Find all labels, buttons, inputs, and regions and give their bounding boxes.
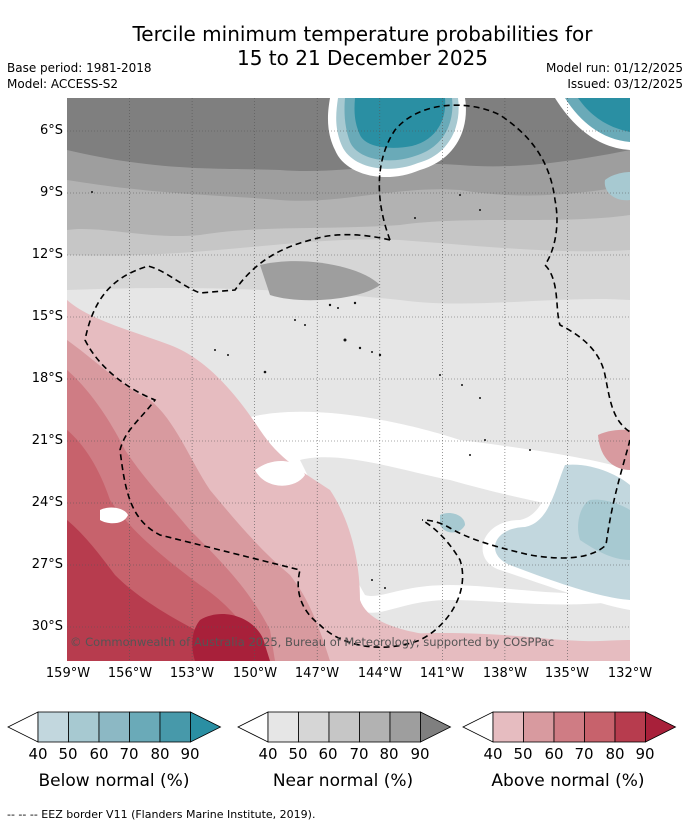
legend-tick: 80	[150, 745, 170, 763]
colorbar-below	[7, 711, 222, 743]
title-line-2: 15 to 21 December 2025	[236, 46, 488, 70]
legend-tick: 40	[28, 745, 48, 763]
colorbar-below-swatch	[37, 711, 69, 743]
colorbar-above-extend-low	[462, 711, 494, 743]
colorbar-near-swatch	[359, 711, 391, 743]
lon-label: 150°W	[232, 666, 278, 681]
map-title: Tercile minimum temperature probabilitie…	[0, 22, 690, 70]
islands	[91, 191, 531, 589]
legend-tick: 70	[574, 745, 594, 763]
lat-label: 18°S	[31, 371, 63, 386]
lon-label: 147°W	[294, 666, 340, 681]
lat-label: 27°S	[31, 557, 63, 572]
lon-label: 138°W	[482, 666, 528, 681]
field-above-80	[67, 520, 230, 661]
legend-tick: 80	[605, 745, 625, 763]
legend-tick: 80	[379, 745, 399, 763]
colorbar-above-swatch	[553, 711, 585, 743]
colorbar-below-swatch	[68, 711, 100, 743]
legend-tick: 40	[483, 745, 503, 763]
colorbar-below-swatch	[98, 711, 130, 743]
lon-label: 153°W	[169, 666, 215, 681]
legend-tick: 70	[119, 745, 139, 763]
legend-tick: 50	[513, 745, 533, 763]
colorbar-above-extend-high	[645, 711, 677, 743]
colorbar-above	[462, 711, 677, 743]
field-below-50-patch	[440, 513, 465, 533]
meta-right: Model run: 01/12/2025 Issued: 03/12/2025	[546, 60, 683, 92]
eez-footnote: -- -- -- EEZ border V11 (Flanders Marine…	[7, 808, 316, 821]
issued-date: Issued: 03/12/2025	[567, 77, 683, 91]
legend-tick: 90	[635, 745, 655, 763]
eez-border-west	[84, 233, 464, 648]
legend-tick: 60	[318, 745, 338, 763]
colorbar-below-swatch	[159, 711, 191, 743]
meta-left: Base period: 1981-2018 Model: ACCESS-S2	[7, 60, 152, 92]
field-below-90-ne	[578, 98, 630, 132]
field-below-40-se	[494, 464, 630, 600]
lon-label: 156°W	[107, 666, 153, 681]
legend-tick: 60	[89, 745, 109, 763]
colorbar-below-extend-high	[190, 711, 222, 743]
field-white-sw	[100, 507, 128, 524]
lat-label: 24°S	[31, 495, 63, 510]
lat-label: 9°S	[39, 185, 63, 200]
field-above-90	[192, 614, 270, 661]
legend-above-label: Above normal (%)	[491, 771, 645, 791]
eez-borders	[84, 104, 630, 648]
eez-border-east	[378, 104, 630, 433]
lon-label: 135°W	[544, 666, 590, 681]
field-near-80-patch	[260, 261, 380, 301]
legend-tick: 40	[258, 745, 278, 763]
legend-below-label: Below normal (%)	[38, 771, 190, 791]
lon-label: 132°W	[607, 666, 653, 681]
lat-label: 30°S	[31, 619, 63, 634]
legend-tick: 50	[58, 745, 78, 763]
lat-label: 21°S	[31, 433, 63, 448]
field-white-mid	[255, 460, 305, 486]
colorbar-near	[237, 711, 452, 743]
colorbar-above-swatch	[492, 711, 524, 743]
field-above-50-east	[598, 429, 630, 470]
legend-tick: 90	[410, 745, 430, 763]
legend-tick: 70	[349, 745, 369, 763]
model-run: Model run: 01/12/2025	[545, 61, 683, 75]
colorbar-near-extend-high	[420, 711, 452, 743]
colorbar-above-swatch	[523, 711, 555, 743]
field-above-40-south	[365, 633, 630, 661]
field-below-50-se	[578, 499, 630, 560]
model-name: Model: ACCESS-S2	[7, 77, 119, 91]
lat-label: 6°S	[39, 123, 63, 138]
eez-border-south	[421, 439, 630, 559]
graticule	[67, 98, 630, 661]
lat-label: 15°S	[31, 309, 63, 324]
colorbar-near-swatch	[389, 711, 421, 743]
colorbar-above-swatch	[614, 711, 646, 743]
field-below-50-east	[604, 172, 630, 201]
colorbar-above-swatch	[584, 711, 616, 743]
colorbar-near-extend-low	[237, 711, 269, 743]
legend-tick: 50	[288, 745, 308, 763]
base-period: Base period: 1981-2018	[7, 61, 152, 75]
field-below-90-north	[354, 98, 446, 148]
lon-label: 141°W	[419, 666, 465, 681]
colorbar-below-swatch	[129, 711, 161, 743]
colorbar-below-extend-low	[7, 711, 39, 743]
probability-field: © Commonwealth of Australia 2025, Bureau…	[67, 98, 630, 661]
legend-tick: 60	[544, 745, 564, 763]
colorbar-near-swatch	[328, 711, 360, 743]
copyright-text: © Commonwealth of Australia 2025, Bureau…	[70, 635, 554, 649]
lon-label: 159°W	[45, 666, 91, 681]
legend-tick: 90	[180, 745, 200, 763]
title-line-1: Tercile minimum temperature probabilitie…	[132, 22, 593, 46]
colorbar-near-swatch	[267, 711, 299, 743]
legend-near-label: Near normal (%)	[272, 771, 414, 791]
lon-label: 144°W	[357, 666, 403, 681]
lat-label: 12°S	[31, 247, 63, 262]
colorbar-near-swatch	[298, 711, 330, 743]
